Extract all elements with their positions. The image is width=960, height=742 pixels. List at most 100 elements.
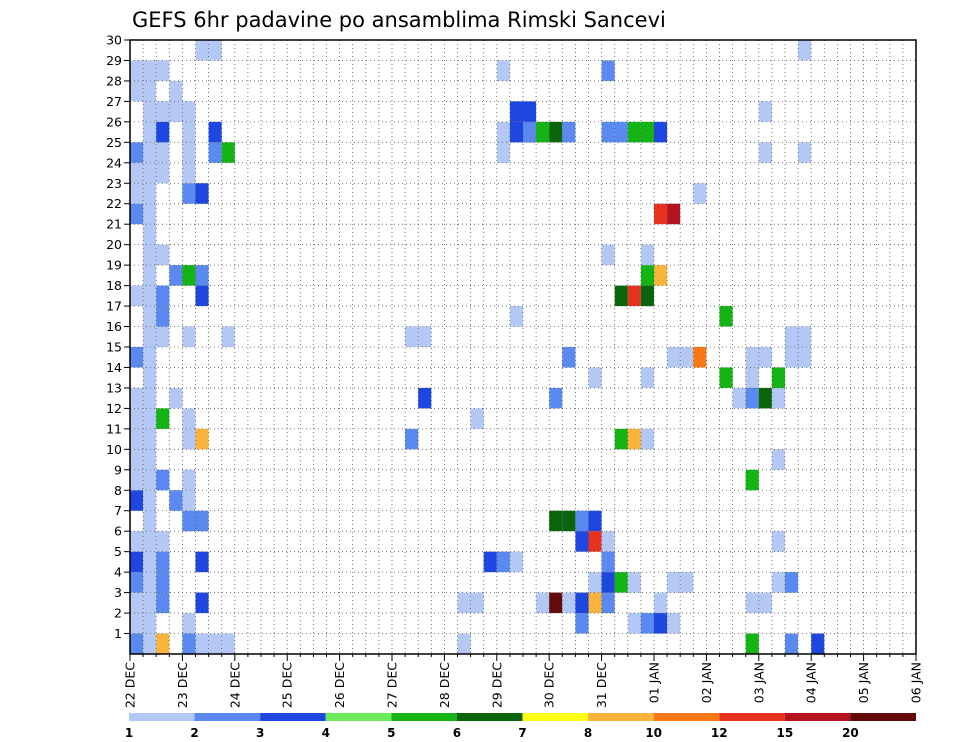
heatmap-cell	[182, 121, 196, 143]
heatmap-cell	[156, 101, 170, 122]
heatmap-cell	[693, 183, 707, 204]
y-tick-label: 29	[106, 53, 122, 68]
heatmap-cell	[143, 613, 157, 634]
legend-label: 4	[322, 726, 330, 740]
heatmap-cell	[195, 183, 209, 204]
y-tick-label: 15	[106, 340, 122, 355]
heatmap-cell	[143, 449, 157, 470]
heatmap-cell	[156, 306, 170, 327]
heatmap-cell	[182, 633, 196, 654]
heatmap-cell	[143, 162, 157, 184]
heatmap-cell	[143, 326, 157, 347]
y-tick-label: 26	[106, 114, 122, 129]
y-tick-label: 10	[106, 442, 122, 457]
x-tick-label: 03 JAN	[751, 662, 766, 703]
heatmap-cell	[745, 633, 759, 654]
x-tick-label: 24 DEC	[227, 662, 242, 708]
heatmap-cell	[627, 613, 641, 634]
heatmap-cell	[208, 142, 222, 163]
heatmap-cell	[745, 347, 759, 368]
heatmap-cell	[745, 367, 759, 388]
heatmap-cell	[654, 613, 668, 634]
heatmap-cell	[470, 408, 484, 429]
heatmap-cells	[130, 40, 825, 654]
heatmap-cell	[143, 347, 157, 368]
heatmap-cell	[496, 60, 510, 81]
y-tick-label: 13	[106, 380, 122, 395]
y-tick-label: 4	[114, 565, 122, 580]
heatmap-cell	[182, 101, 196, 122]
heatmap-cell	[130, 469, 144, 491]
x-tick-label: 29 DEC	[489, 662, 504, 708]
x-tick-label: 27 DEC	[385, 662, 400, 708]
heatmap-cell	[536, 121, 550, 143]
heatmap-cell	[745, 592, 759, 614]
heatmap-cell	[130, 572, 144, 593]
heatmap-cell	[143, 633, 157, 654]
heatmap-cell	[182, 613, 196, 634]
legend-swatch	[194, 713, 261, 721]
heatmap-cell	[130, 183, 144, 204]
legend-swatch	[653, 713, 720, 721]
heatmap-cell	[208, 633, 222, 654]
heatmap-cell	[562, 510, 576, 532]
heatmap-cell	[143, 183, 157, 204]
heatmap-cell	[169, 101, 183, 122]
heatmap-cell	[130, 551, 144, 573]
x-tick-label: 26 DEC	[332, 662, 347, 708]
legend-label: 2	[190, 726, 198, 740]
heatmap-cell	[588, 367, 602, 388]
heatmap-cell	[182, 183, 196, 204]
heatmap-cell	[405, 428, 419, 450]
heatmap-cell	[143, 551, 157, 573]
heatmap-cell	[614, 572, 628, 593]
heatmap-cell	[208, 40, 222, 61]
heatmap-cell	[601, 121, 615, 143]
heatmap-cell	[798, 347, 812, 368]
heatmap-cell	[156, 285, 170, 307]
heatmap-cell	[195, 551, 209, 573]
heatmap-cell	[601, 531, 615, 552]
x-tick-label: 28 DEC	[437, 662, 452, 708]
heatmap-cell	[143, 80, 157, 102]
heatmap-cell	[785, 572, 799, 593]
heatmap-cell	[130, 408, 144, 429]
heatmap-cell	[549, 510, 563, 532]
heatmap-cell	[182, 490, 196, 511]
y-tick-label: 18	[106, 278, 122, 293]
heatmap-cell	[169, 387, 183, 409]
heatmap-cell	[654, 203, 668, 225]
heatmap-cell	[130, 428, 144, 450]
heatmap-cell	[680, 572, 694, 593]
heatmap-cell	[771, 572, 785, 593]
legend-label: 15	[776, 726, 793, 740]
heatmap-cell	[771, 367, 785, 388]
heatmap-cell	[156, 408, 170, 429]
heatmap-cell	[758, 387, 772, 409]
heatmap-cell	[130, 633, 144, 654]
heatmap-cell	[143, 285, 157, 307]
heatmap-cell	[785, 326, 799, 347]
heatmap-cell	[470, 592, 484, 614]
heatmap-cell	[130, 531, 144, 552]
heatmap-cell	[182, 265, 196, 286]
heatmap-cell	[130, 490, 144, 511]
heatmap-cell	[496, 142, 510, 163]
heatmap-cell	[182, 428, 196, 450]
heatmap-cell	[156, 60, 170, 81]
legend-swatch	[456, 713, 523, 721]
heatmap-cell	[640, 367, 654, 388]
x-tick-label: 31 DEC	[594, 662, 609, 708]
heatmap-cell	[195, 40, 209, 61]
heatmap-cell	[221, 326, 235, 347]
heatmap-cell	[745, 469, 759, 491]
heatmap-cell	[614, 428, 628, 450]
heatmap-cell	[143, 428, 157, 450]
legend-label: 6	[453, 726, 461, 740]
chart-axes: 1234567891011121314151617181920212223242…	[106, 33, 923, 709]
heatmap-cell	[143, 244, 157, 266]
chart-legend: 1 2 3 4 5 6 7 8 10 12 15 20	[125, 713, 916, 740]
heatmap-cell	[457, 633, 471, 654]
heatmap-cell	[640, 285, 654, 307]
legend-label: 1	[125, 726, 133, 740]
